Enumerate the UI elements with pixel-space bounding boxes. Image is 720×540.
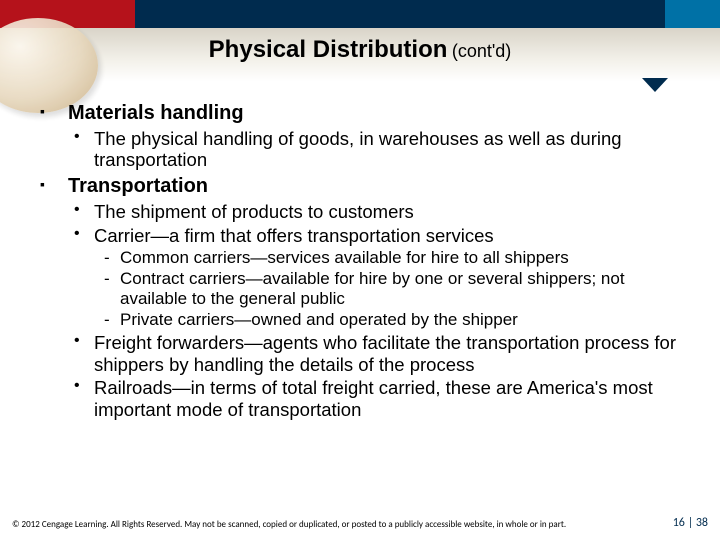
lvl2-item: The physical handling of goods, in wareh…: [68, 128, 690, 172]
bullet-materials-handling: Materials handling The physical handling…: [40, 102, 690, 171]
lvl3-text: Private carriers—owned and operated by t…: [120, 310, 518, 329]
lvl3-item: Common carriers—services available for h…: [94, 248, 690, 268]
page-current: 16: [673, 516, 685, 530]
lvl1-label: Materials handling: [68, 102, 244, 124]
lvl3-item: Private carriers—owned and operated by t…: [94, 310, 690, 330]
page-number: 16 | 38: [673, 516, 708, 530]
header-accent-navy: [135, 0, 665, 28]
lvl1-label: Transportation: [68, 175, 208, 197]
lvl3-text: Contract carriers—available for hire by …: [120, 269, 625, 308]
header-notch-icon: [642, 78, 668, 92]
lvl2-item: Carrier—a firm that offers transportatio…: [68, 225, 690, 330]
lvl2-item: Railroads—in terms of total freight carr…: [68, 377, 690, 421]
page-sep: |: [685, 516, 696, 530]
lvl2-text: The physical handling of goods, in wareh…: [94, 128, 622, 171]
slide-content: Materials handling The physical handling…: [40, 102, 690, 425]
slide-title: Physical Distribution (cont'd): [0, 36, 720, 64]
page-total: 38: [696, 516, 708, 530]
title-sub: (cont'd): [452, 41, 511, 61]
lvl2-item: Freight forwarders—agents who facilitate…: [68, 332, 690, 376]
header-accent-teal: [665, 0, 720, 28]
lvl2-text: Carrier—a firm that offers transportatio…: [94, 225, 494, 246]
header-band: [0, 0, 720, 28]
lvl2-item: The shipment of products to customers: [68, 201, 690, 223]
lvl3-text: Common carriers—services available for h…: [120, 248, 569, 267]
lvl2-text: Freight forwarders—agents who facilitate…: [94, 332, 676, 375]
bullet-transportation: Transportation The shipment of products …: [40, 175, 690, 421]
lvl2-text: The shipment of products to customers: [94, 201, 414, 222]
lvl3-item: Contract carriers—available for hire by …: [94, 269, 690, 309]
lvl2-text: Railroads—in terms of total freight carr…: [94, 377, 653, 420]
title-main: Physical Distribution: [209, 36, 448, 63]
footer-copyright: © 2012 Cengage Learning. All Rights Rese…: [12, 519, 566, 530]
